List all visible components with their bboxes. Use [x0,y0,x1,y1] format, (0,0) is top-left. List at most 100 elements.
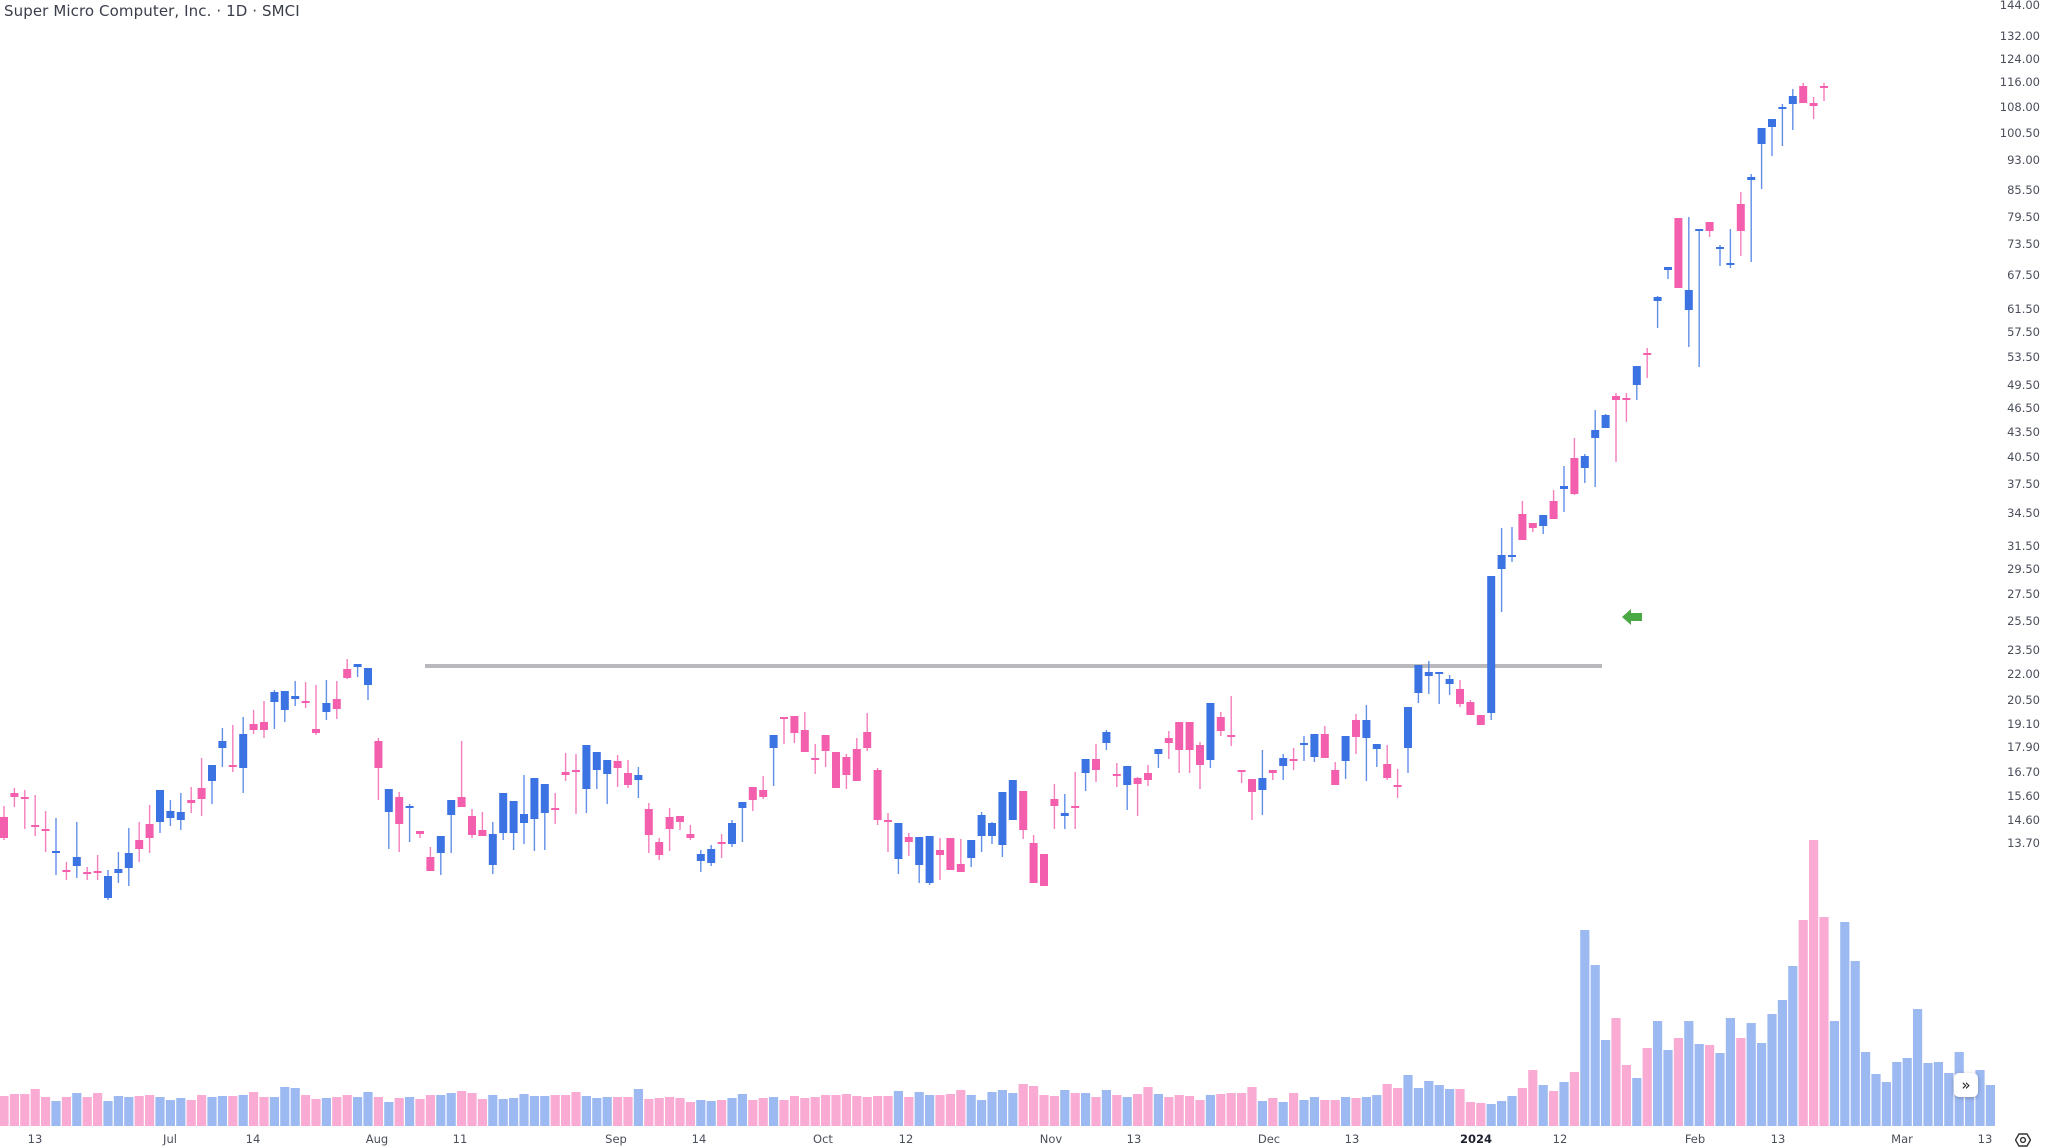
volume-bar [1757,1043,1767,1126]
candle [1445,675,1454,695]
candle [676,816,684,830]
candle [499,793,508,840]
candle [488,822,497,874]
candle [395,792,404,852]
time-tick-label: 13 [1126,1132,1142,1146]
candle [187,787,196,813]
candle [291,681,300,706]
candle [686,825,695,840]
candle [1716,245,1724,266]
breakout-arrow-icon [1622,609,1642,625]
volume-bar [51,1101,61,1126]
volume-bar [457,1091,467,1126]
volume-bar [238,1095,248,1126]
price-tick-label: 25.50 [2007,614,2040,628]
candle [104,870,112,900]
volume-bar [581,1096,591,1126]
volume-bar [1112,1095,1122,1126]
candle [613,755,622,787]
volume-bar [217,1096,227,1126]
volume-bar [1393,1088,1403,1126]
volume-bar [592,1098,602,1126]
volume-bar [1684,1021,1694,1126]
volume-bar [1257,1101,1267,1126]
candle [83,867,92,880]
price-axis[interactable]: 144.00 132.00 124.00 116.00 108.00 100.50 93.0… [1996,0,2048,1148]
volume-bar [1091,1097,1101,1126]
volume-bar [446,1093,456,1126]
volume-bar [1361,1097,1371,1126]
volume-bar [290,1088,300,1126]
volume-bar [1777,1000,1787,1126]
price-tick-label: 13.70 [2007,836,2040,850]
volume-bar [1611,1018,1621,1126]
candle [20,790,29,829]
scroll-to-realtime-button[interactable]: » [1954,1073,1978,1097]
volume-bar [498,1099,508,1126]
volume-bar [134,1096,144,1126]
volume-bar [1829,1021,1839,1126]
candle [457,741,466,807]
candlestick-chart[interactable] [0,0,1996,1128]
volume-bar [977,1100,987,1126]
candle [561,753,570,781]
candle [1404,707,1412,773]
volume-bar [1788,966,1798,1126]
volume-bar [1809,840,1819,1126]
price-tick-label: 93.00 [2007,153,2040,167]
volume-bar [1018,1084,1028,1126]
volume-bar [425,1095,435,1126]
candle [1726,229,1735,268]
candle [478,812,487,836]
volume-bar [30,1089,40,1126]
volume-bar [1559,1082,1569,1126]
candle [1206,703,1215,768]
candle [800,712,809,752]
time-tick-label: 12 [1552,1132,1568,1146]
price-tick-label: 53.50 [2007,350,2040,364]
time-tick-label: 2024 [1459,1132,1493,1146]
candle [946,838,955,870]
volume-bar [956,1090,966,1126]
price-tick-label: 31.50 [2007,539,2040,553]
volume-bar [1185,1096,1195,1126]
volume-bar [249,1092,259,1126]
candle [364,668,372,700]
candle [1456,680,1464,707]
candle [114,852,123,883]
candle [811,744,820,774]
volume-bar [810,1097,820,1126]
price-tick-label: 67.50 [2007,268,2040,282]
price-tick-label: 144.00 [1999,0,2040,12]
volume-bar [1985,1085,1995,1126]
volume-bar [394,1098,404,1126]
candle [998,792,1007,857]
chart-settings-button[interactable] [2014,1133,2032,1147]
volume-bar [41,1097,51,1126]
volume-bar [1060,1090,1070,1126]
volume-bar [1590,965,1600,1126]
candle [863,713,872,751]
volume-bar [1538,1085,1548,1126]
volume-bar [384,1102,394,1126]
candle [124,828,133,886]
volume-bar [301,1095,311,1126]
volume-bar [644,1099,654,1126]
candle [1705,222,1714,237]
candle [1331,762,1340,785]
candle [1060,794,1069,829]
time-axis[interactable]: 13 Jul 14 Aug 11 Sep 14 Oct 12 Nov 13 Dec 13 2024 12 Fe… [0,1128,1996,1148]
candle [894,823,903,874]
volume-bar [987,1092,997,1126]
candle [62,862,71,880]
volume-bar [862,1097,872,1126]
candle [1008,780,1017,820]
candle [603,760,612,804]
price-tick-label: 34.50 [2007,506,2040,520]
volume-bar [1465,1102,1475,1126]
volume-bar [779,1100,789,1126]
volume-bar [1965,1076,1975,1126]
volume-bar [1850,961,1860,1126]
volume-bar [93,1093,103,1126]
candle [1196,742,1204,789]
